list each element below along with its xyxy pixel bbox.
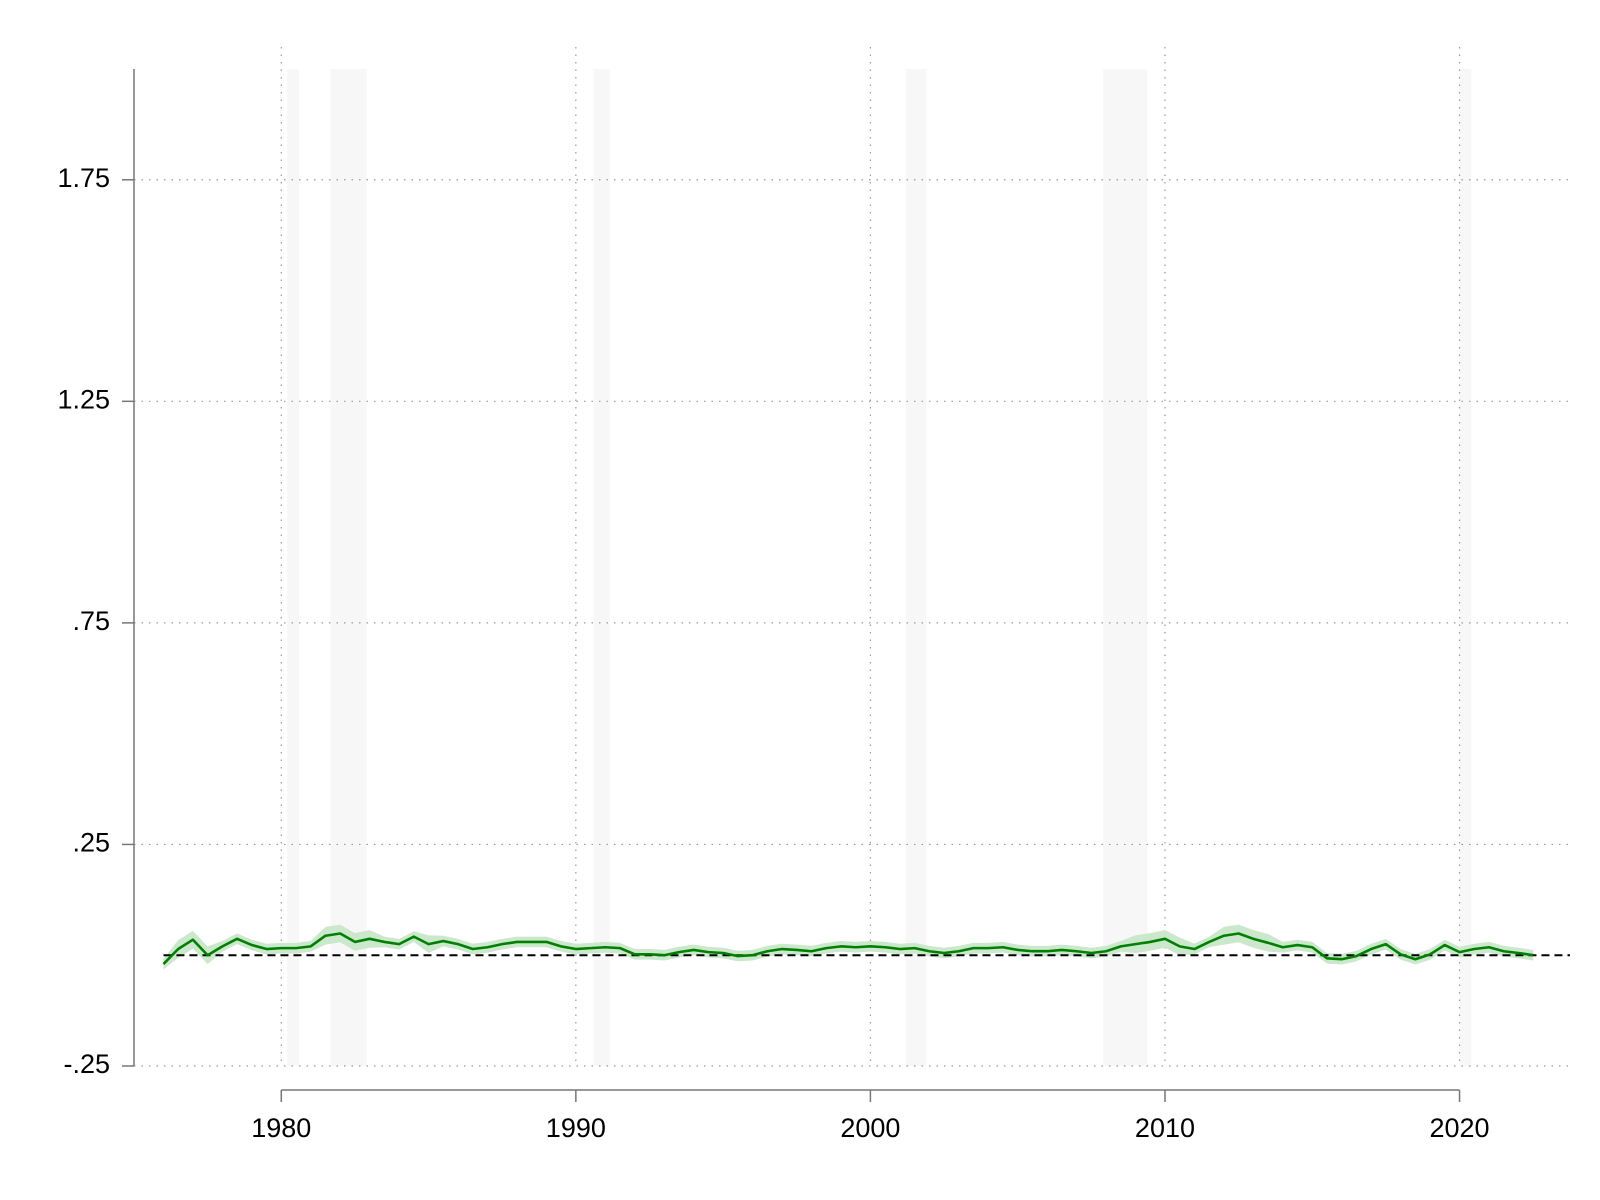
x-tick-label: 1990 <box>546 1113 606 1143</box>
y-tick-label: 1.75 <box>57 163 110 193</box>
y-tick-label: 1.25 <box>57 384 110 414</box>
shaded-period <box>593 69 610 1066</box>
x-tick-label: 2000 <box>840 1113 900 1143</box>
shaded-period <box>287 69 299 1066</box>
x-tick-label: 2020 <box>1429 1113 1489 1143</box>
x-tick-label: 2010 <box>1135 1113 1195 1143</box>
y-tick-label: .75 <box>72 606 110 636</box>
shaded-period <box>1103 69 1148 1066</box>
shaded-period <box>905 69 927 1066</box>
shaded-period <box>330 69 367 1066</box>
y-tick-label: .25 <box>72 828 110 858</box>
y-tick-label: -.25 <box>63 1049 110 1079</box>
data-line <box>162 932 1534 965</box>
shaded-period <box>1459 69 1472 1066</box>
x-tick-label: 1980 <box>251 1113 311 1143</box>
